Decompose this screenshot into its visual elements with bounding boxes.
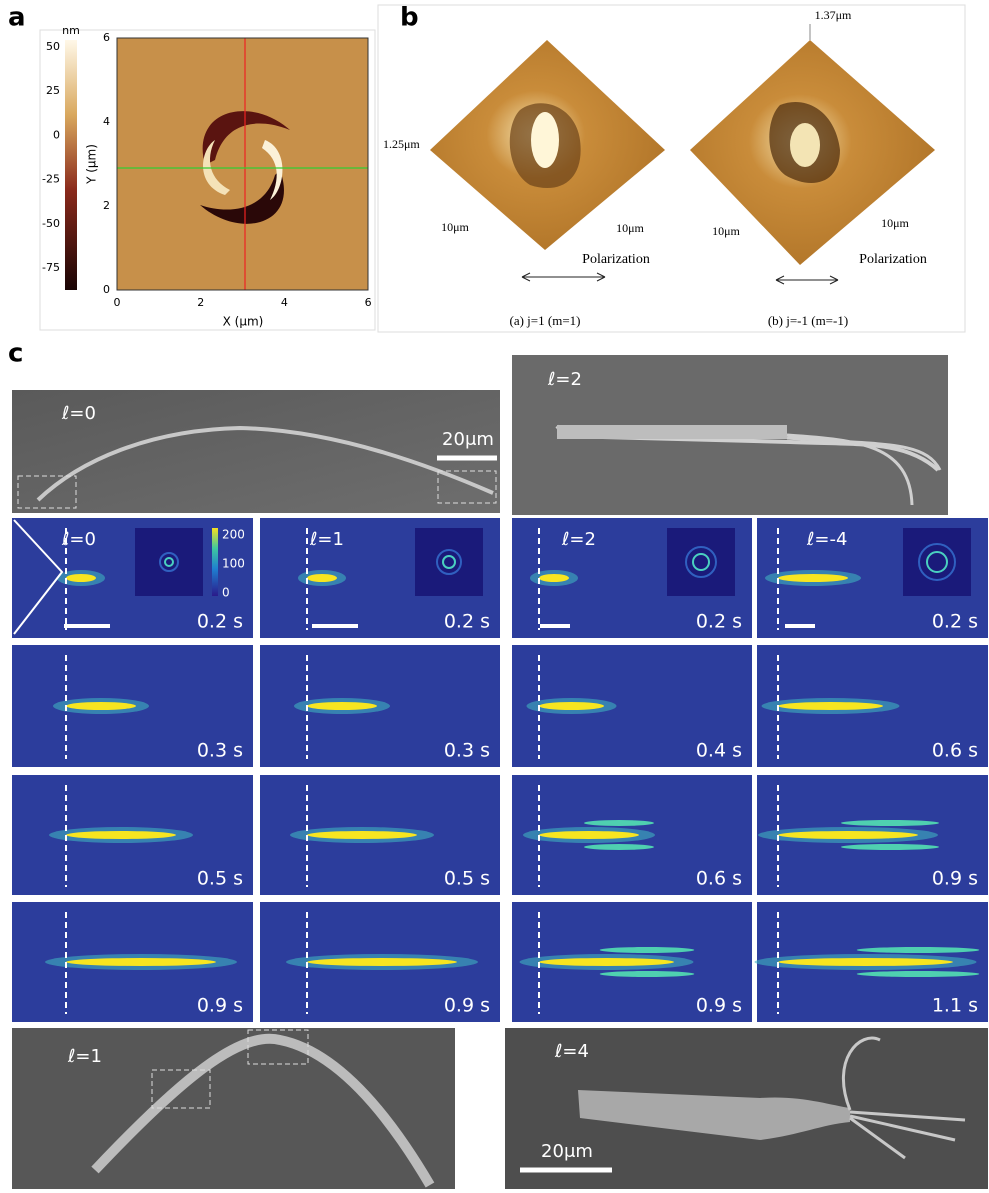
time-label: 0.3 s	[197, 740, 243, 762]
height-label: 1.37μm	[815, 8, 852, 22]
beam-branch	[584, 820, 654, 826]
far-field-inset	[415, 528, 483, 596]
scale-label: 20μm	[442, 429, 494, 450]
beam	[307, 702, 377, 710]
time-label: 0.5 s	[197, 868, 243, 890]
beam-branch	[600, 947, 695, 953]
column-label: ℓ=0	[61, 529, 96, 550]
column-label: ℓ=1	[309, 529, 344, 550]
y-tick-label: 4	[103, 115, 110, 128]
height-label: 1.25μm	[383, 137, 420, 151]
x-tick-label: 6	[365, 296, 372, 309]
time-label: 0.2 s	[444, 611, 490, 633]
y-tick-label: 2	[103, 199, 110, 212]
colorbar	[65, 40, 77, 290]
beam-branch	[841, 820, 939, 826]
polarization-label: Polarization	[582, 252, 650, 267]
inset-colorbar-tick-label: 0	[222, 586, 230, 600]
beam	[778, 702, 883, 710]
sem-label: ℓ=4	[554, 1041, 589, 1062]
x-tick-label: 0	[114, 296, 121, 309]
time-label: 1.1 s	[932, 995, 978, 1017]
x-tick-label: 4	[281, 296, 288, 309]
y-axis-label: Y (μm)	[85, 144, 99, 185]
page: a nm 50 25 0 -25 -50 -75 0 2 4 6 6 4 2 0 X (μm) Y (μ…	[0, 0, 989, 1189]
colorbar-tick-label: 50	[46, 40, 60, 53]
x-tick-label: 2	[197, 296, 204, 309]
inset-colorbar-tick-label: 200	[222, 528, 245, 542]
polarization-arrow	[776, 276, 838, 284]
colorbar-tick-label: 25	[46, 84, 60, 97]
beam	[307, 831, 417, 839]
beam	[778, 958, 953, 966]
side-label: 10μm	[881, 216, 909, 230]
beam-branch	[600, 971, 695, 977]
far-field-inset	[903, 528, 971, 596]
beam	[539, 574, 569, 582]
panel-label: a	[8, 3, 26, 33]
polarization-arrow	[522, 273, 605, 281]
beam	[307, 958, 457, 966]
bump	[531, 112, 559, 168]
polarization-label: Polarization	[859, 252, 927, 267]
inset-colorbar-tick-label: 100	[222, 557, 245, 571]
beam-branch	[841, 844, 939, 850]
inset-colorbar	[212, 528, 218, 596]
sem-label: ℓ=1	[67, 1046, 102, 1067]
beam	[539, 831, 639, 839]
sem-label: ℓ=0	[61, 403, 96, 424]
sem-label: ℓ=2	[547, 369, 582, 390]
caption: (a) j=1 (m=1)	[510, 313, 581, 328]
colorbar-tick-label: -25	[42, 173, 60, 186]
x-axis-label: X (μm)	[223, 315, 264, 329]
time-label: 0.3 s	[444, 740, 490, 762]
far-field-inset	[667, 528, 735, 596]
time-label: 0.2 s	[696, 611, 742, 633]
y-tick-label: 0	[103, 283, 110, 296]
fiber-body	[557, 425, 787, 439]
panel-label: b	[400, 3, 419, 33]
time-label: 0.9 s	[696, 995, 742, 1017]
beam	[307, 574, 337, 582]
bump	[790, 123, 820, 167]
time-label: 0.9 s	[197, 995, 243, 1017]
figure: a nm 50 25 0 -25 -50 -75 0 2 4 6 6 4 2 0 X (μm) Y (μ…	[0, 0, 989, 1189]
beam-branch	[584, 844, 654, 850]
y-tick-label: 6	[103, 31, 110, 44]
beam	[539, 958, 674, 966]
side-label: 10μm	[616, 221, 644, 235]
afm-image	[117, 38, 368, 290]
colorbar-tick-label: 0	[53, 128, 60, 141]
time-label: 0.2 s	[197, 611, 243, 633]
time-label: 0.4 s	[696, 740, 742, 762]
beam	[778, 831, 918, 839]
column-label: ℓ=-4	[806, 529, 847, 550]
beam	[66, 958, 216, 966]
colorbar-tick-label: -50	[42, 217, 60, 230]
beam	[539, 702, 604, 710]
time-label: 0.2 s	[932, 611, 978, 633]
side-label: 10μm	[441, 220, 469, 234]
time-label: 0.6 s	[696, 868, 742, 890]
caption: (b) j=-1 (m=-1)	[768, 313, 848, 328]
column-label: ℓ=2	[561, 529, 596, 550]
beam	[778, 574, 848, 582]
beam-branch	[857, 971, 980, 977]
time-label: 0.5 s	[444, 868, 490, 890]
beam	[66, 702, 136, 710]
time-label: 0.6 s	[932, 740, 978, 762]
time-label: 0.9 s	[444, 995, 490, 1017]
side-label: 10μm	[712, 224, 740, 238]
beam	[66, 831, 176, 839]
panel-label: c	[8, 339, 23, 369]
scale-label: 20μm	[541, 1141, 593, 1162]
time-label: 0.9 s	[932, 868, 978, 890]
far-field-inset	[135, 528, 203, 596]
colorbar-unit: nm	[62, 24, 80, 37]
colorbar-tick-label: -75	[42, 261, 60, 274]
beam	[66, 574, 96, 582]
beam-branch	[857, 947, 980, 953]
